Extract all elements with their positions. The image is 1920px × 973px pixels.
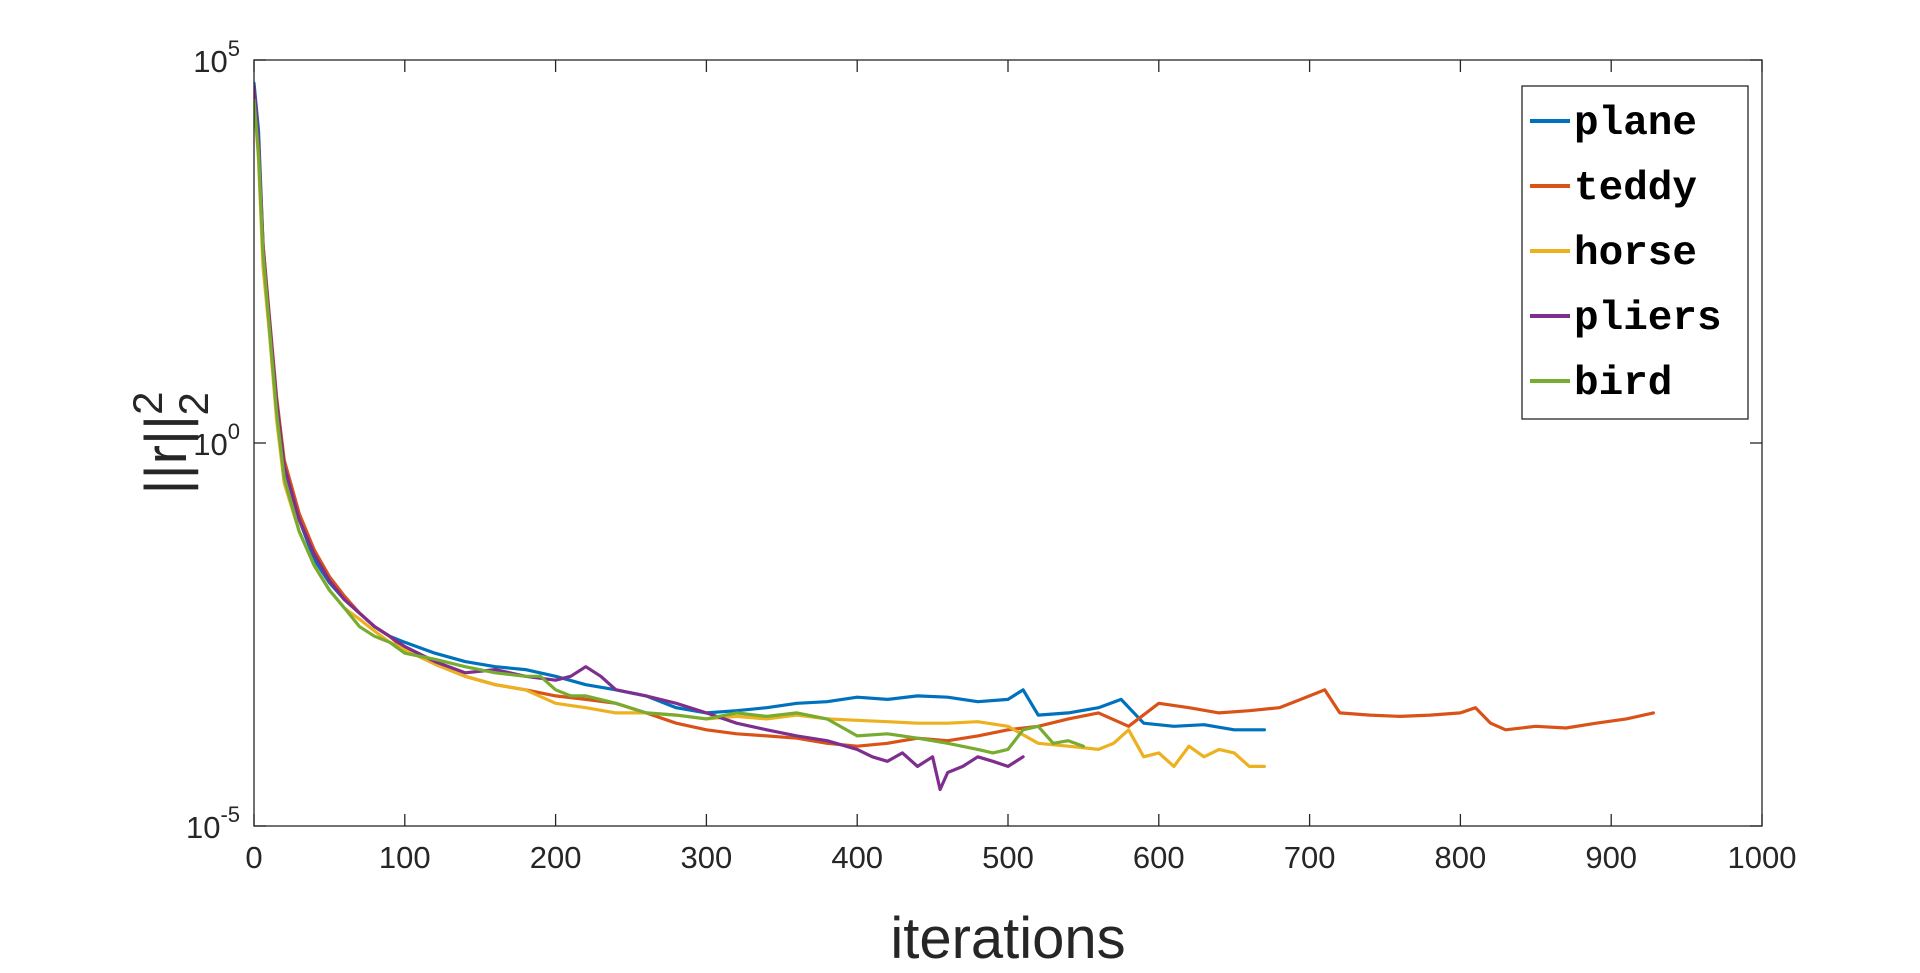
series-line-bird bbox=[254, 98, 1086, 755]
x-tick-label: 600 bbox=[1133, 840, 1185, 875]
series-line-pliers bbox=[254, 84, 1025, 792]
legend-label-pliers: pliers bbox=[1574, 296, 1722, 342]
legend: plane teddy horse pliers bird bbox=[1521, 85, 1749, 420]
legend-label-teddy: teddy bbox=[1574, 166, 1697, 212]
x-tick-label: 900 bbox=[1585, 840, 1637, 875]
x-tick-label: 1000 bbox=[1728, 840, 1797, 875]
series-line-teddy bbox=[254, 88, 1656, 748]
x-tick-label: 500 bbox=[982, 840, 1034, 875]
x-tick-label: 200 bbox=[530, 840, 582, 875]
legend-label-horse: horse bbox=[1574, 231, 1697, 277]
x-tick-label: 400 bbox=[831, 840, 883, 875]
series-layer bbox=[254, 81, 1656, 792]
y-tick-label: 10-5 bbox=[186, 802, 240, 845]
legend-label-plane: plane bbox=[1574, 101, 1697, 147]
x-tick-label: 800 bbox=[1435, 840, 1487, 875]
y-axis-label: ||r||22 bbox=[124, 392, 217, 495]
y-tick-label: 105 bbox=[193, 36, 240, 79]
axis-labels: iterations ||r||22 bbox=[124, 392, 1126, 971]
series-line-horse bbox=[254, 93, 1267, 769]
legend-label-bird: bird bbox=[1574, 361, 1672, 407]
x-tick-label: 700 bbox=[1284, 840, 1336, 875]
x-axis-label: iterations bbox=[890, 906, 1125, 971]
axes-layer: 0 100 200 300 400 500 600 700 800 900 1000 10-5 100 1… bbox=[186, 36, 1797, 875]
x-tick-label: 300 bbox=[681, 840, 733, 875]
x-tick-label: 0 bbox=[245, 840, 262, 875]
series-line-plane bbox=[254, 81, 1267, 732]
y-tick-label: 100 bbox=[193, 419, 240, 462]
x-tick-label: 100 bbox=[379, 840, 431, 875]
